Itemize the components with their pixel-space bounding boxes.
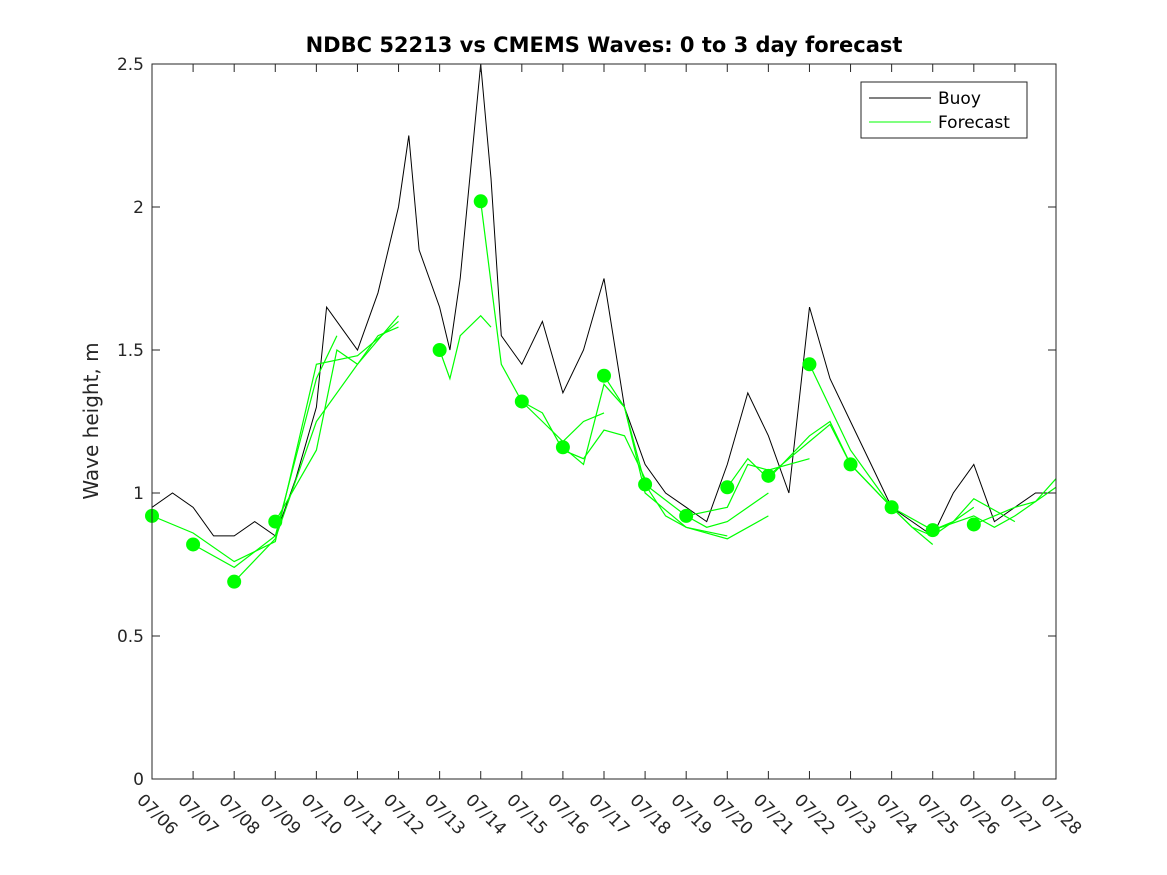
x-tick-label: 07/18 bbox=[626, 790, 675, 839]
forecast-start-marker bbox=[227, 574, 242, 589]
forecast-run-line bbox=[480, 201, 605, 443]
forecast-start-marker bbox=[802, 357, 817, 372]
forecast-run-line bbox=[274, 326, 399, 522]
x-tick-label: 07/28 bbox=[1036, 790, 1085, 839]
x-tick-label: 07/14 bbox=[461, 790, 510, 839]
x-axis-ticks: 07/0607/0707/0807/0907/1007/1107/1207/13… bbox=[132, 64, 1085, 839]
forecast-run-line bbox=[521, 400, 646, 479]
forecast-run-line bbox=[891, 497, 1016, 531]
x-tick-label: 07/08 bbox=[215, 790, 264, 839]
x-tick-label: 07/26 bbox=[954, 790, 1003, 839]
x-tick-label: 07/24 bbox=[872, 790, 921, 839]
x-tick-label: 07/16 bbox=[543, 790, 592, 839]
forecast-run-line bbox=[603, 375, 769, 540]
forecast-run-line bbox=[233, 315, 399, 583]
legend-forecast-label: Forecast bbox=[938, 113, 1010, 133]
forecast-run-line bbox=[152, 320, 399, 563]
forecast-start-marker bbox=[514, 394, 529, 409]
x-tick-label: 07/19 bbox=[667, 790, 716, 839]
forecast-start-marker bbox=[432, 343, 447, 357]
forecast-start-marker bbox=[884, 500, 899, 515]
forecast-run-line bbox=[726, 420, 852, 488]
forecast-start-marker bbox=[597, 368, 611, 383]
forecast-run-line bbox=[192, 335, 338, 569]
x-tick-label: 07/15 bbox=[502, 790, 551, 839]
x-tick-label: 07/09 bbox=[256, 790, 305, 839]
y-tick-label: 1 bbox=[133, 484, 144, 504]
x-tick-label: 07/20 bbox=[708, 790, 757, 839]
x-tick-label: 07/25 bbox=[913, 790, 962, 839]
x-tick-label: 07/22 bbox=[790, 790, 839, 839]
y-tick-label: 2 bbox=[133, 198, 144, 218]
x-tick-label: 07/07 bbox=[174, 790, 223, 839]
forecast-start-marker bbox=[966, 517, 981, 532]
y-tick-label: 2.5 bbox=[117, 55, 144, 75]
forecast-start-marker bbox=[679, 508, 694, 523]
x-tick-label: 07/13 bbox=[420, 790, 469, 839]
y-axis-label: Wave height, m bbox=[79, 342, 103, 499]
x-tick-label: 07/21 bbox=[749, 790, 798, 839]
forecast-start-marker bbox=[761, 468, 776, 483]
forecast-run-line bbox=[808, 364, 934, 545]
forecast-run-line bbox=[768, 423, 893, 508]
x-tick-label: 07/17 bbox=[584, 790, 633, 839]
y-tick-label: 1.5 bbox=[117, 341, 144, 361]
forecast-start-marker bbox=[186, 537, 201, 552]
forecast-run-line bbox=[932, 486, 1056, 531]
plot-frame bbox=[151, 63, 1057, 780]
x-tick-label: 07/11 bbox=[338, 790, 387, 839]
forecast-run-line bbox=[850, 463, 975, 537]
series-layer bbox=[152, 64, 1056, 583]
forecast-start-marker bbox=[555, 440, 570, 455]
forecast-run-line bbox=[686, 458, 810, 517]
legend: Buoy Forecast bbox=[860, 81, 1028, 139]
forecast-start-marker bbox=[268, 514, 283, 529]
x-tick-label: 07/06 bbox=[132, 790, 181, 839]
x-tick-label: 07/23 bbox=[831, 790, 880, 839]
forecast-run-line bbox=[439, 314, 492, 381]
forecast-run-line bbox=[644, 483, 769, 528]
x-tick-label: 07/10 bbox=[297, 790, 346, 839]
x-tick-label: 07/12 bbox=[379, 790, 428, 839]
x-tick-label: 07/27 bbox=[995, 790, 1044, 839]
y-tick-label: 0 bbox=[133, 770, 144, 790]
forecast-start-marker bbox=[720, 480, 735, 495]
forecast-start-marker bbox=[843, 457, 858, 472]
legend-box bbox=[860, 81, 1028, 139]
legend-buoy-label: Buoy bbox=[938, 89, 981, 109]
forecast-start-marker bbox=[925, 523, 940, 538]
forecast-run-line bbox=[973, 478, 1056, 526]
forecast-start-marker bbox=[473, 194, 488, 209]
forecast-start-marker bbox=[638, 477, 653, 492]
chart-title: NDBC 52213 vs CMEMS Waves: 0 to 3 day fo… bbox=[306, 33, 903, 57]
y-axis-ticks: 0 0.5 1 1.5 2 2.5 bbox=[117, 55, 1056, 790]
forecast-run-line bbox=[562, 383, 728, 537]
y-tick-label: 0.5 bbox=[117, 627, 144, 647]
